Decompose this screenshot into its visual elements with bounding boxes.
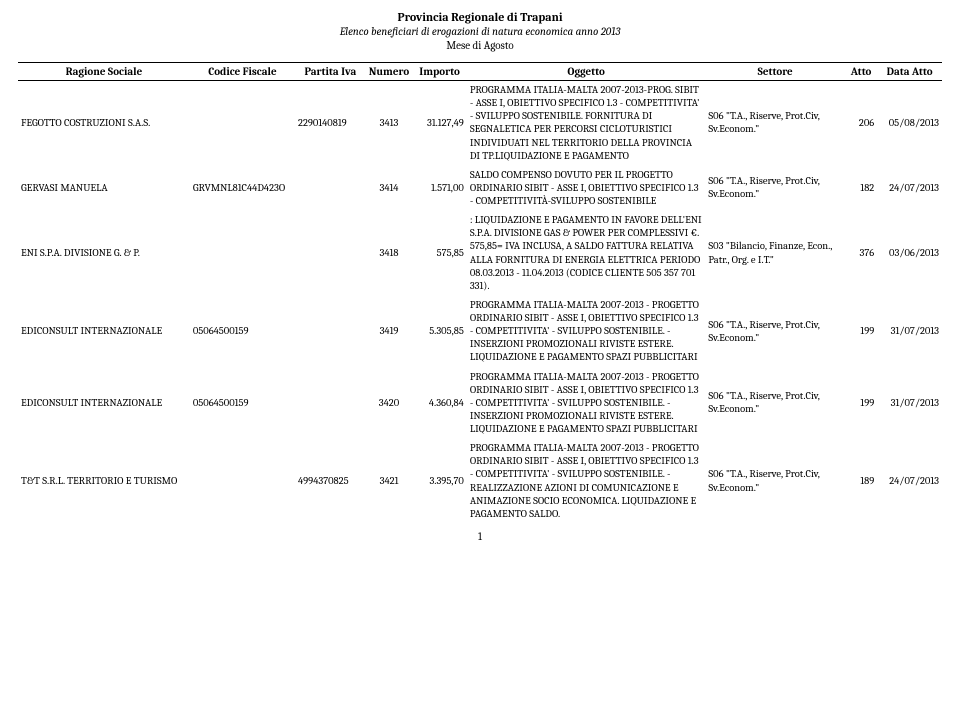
cell-codice-fiscale: 05064500159 xyxy=(190,296,295,368)
cell-partita-iva xyxy=(295,166,366,211)
cell-partita-iva: 2290140819 xyxy=(295,81,366,166)
cell-atto: 376 xyxy=(845,211,877,296)
cell-atto: 199 xyxy=(845,296,877,368)
table-row: EDICONSULT INTERNAZIONALE05064500159 3420… xyxy=(18,368,942,440)
table-row: GERVASI MANUELAGRVMNL81C44D423O 34141.571… xyxy=(18,166,942,211)
col-codice-fiscale: Codice Fiscale xyxy=(190,63,295,81)
cell-data-atto: 24/07/2013 xyxy=(877,439,942,524)
cell-importo: 4.360,84 xyxy=(412,368,467,440)
cell-settore: S06 "T.A., Riserve, Prot.Civ, Sv.Econom.… xyxy=(705,296,845,368)
cell-ragione-sociale: ENI S.P.A. DIVISIONE G. & P. xyxy=(18,211,190,296)
cell-codice-fiscale xyxy=(190,439,295,524)
cell-settore: S06 "T.A., Riserve, Prot.Civ, Sv.Econom.… xyxy=(705,166,845,211)
cell-settore: S06 "T.A., Riserve, Prot.Civ, Sv.Econom.… xyxy=(705,368,845,440)
cell-numero: 3419 xyxy=(366,296,413,368)
cell-oggetto: PROGRAMMA ITALIA-MALTA 2007-2013 - PROGE… xyxy=(467,368,706,440)
cell-atto: 182 xyxy=(845,166,877,211)
table-body: FEGOTTO COSTRUZIONI S.A.S. 22901408193413… xyxy=(18,81,942,524)
cell-atto: 199 xyxy=(845,368,877,440)
page-number: 1 xyxy=(18,530,942,543)
col-numero: Numero xyxy=(366,63,413,81)
cell-settore: S03 "Bilancio, Finanze, Econ., Patr., Or… xyxy=(705,211,845,296)
cell-oggetto: PROGRAMMA ITALIA-MALTA 2007-2013 - PROGE… xyxy=(467,439,706,524)
cell-numero: 3421 xyxy=(366,439,413,524)
col-oggetto: Oggetto xyxy=(467,63,706,81)
cell-partita-iva xyxy=(295,296,366,368)
cell-importo: 31.127,49 xyxy=(412,81,467,166)
cell-data-atto: 03/06/2013 xyxy=(877,211,942,296)
col-partita-iva: Partita Iva xyxy=(295,63,366,81)
cell-data-atto: 24/07/2013 xyxy=(877,166,942,211)
cell-atto: 206 xyxy=(845,81,877,166)
cell-partita-iva xyxy=(295,211,366,296)
table-header-row: Ragione Sociale Codice Fiscale Partita I… xyxy=(18,63,942,81)
cell-partita-iva: 4994370825 xyxy=(295,439,366,524)
col-settore: Settore xyxy=(705,63,845,81)
cell-partita-iva xyxy=(295,368,366,440)
cell-importo: 575,85 xyxy=(412,211,467,296)
col-importo: Importo xyxy=(412,63,467,81)
document-header: Provincia Regionale di Trapani Elenco be… xyxy=(18,10,942,52)
cell-ragione-sociale: GERVASI MANUELA xyxy=(18,166,190,211)
cell-numero: 3414 xyxy=(366,166,413,211)
cell-ragione-sociale: T&T S.R.L. TERRITORIO E TURISMO xyxy=(18,439,190,524)
cell-codice-fiscale: GRVMNL81C44D423O xyxy=(190,166,295,211)
cell-settore: S06 "T.A., Riserve, Prot.Civ, Sv.Econom.… xyxy=(705,81,845,166)
col-atto: Atto xyxy=(845,63,877,81)
cell-numero: 3413 xyxy=(366,81,413,166)
cell-ragione-sociale: FEGOTTO COSTRUZIONI S.A.S. xyxy=(18,81,190,166)
cell-numero: 3418 xyxy=(366,211,413,296)
cell-importo: 5.305,85 xyxy=(412,296,467,368)
cell-oggetto: PROGRAMMA ITALIA-MALTA 2007-2013 - PROGE… xyxy=(467,296,706,368)
cell-ragione-sociale: EDICONSULT INTERNAZIONALE xyxy=(18,368,190,440)
table-row: T&T S.R.L. TERRITORIO E TURISMO 499437082… xyxy=(18,439,942,524)
cell-data-atto: 05/08/2013 xyxy=(877,81,942,166)
cell-importo: 1.571,00 xyxy=(412,166,467,211)
cell-importo: 3.395,70 xyxy=(412,439,467,524)
organization-name: Provincia Regionale di Trapani xyxy=(18,10,942,24)
col-data-atto: Data Atto xyxy=(877,63,942,81)
cell-numero: 3420 xyxy=(366,368,413,440)
cell-oggetto: PROGRAMMA ITALIA-MALTA 2007-2013-PROG. S… xyxy=(467,81,706,166)
cell-codice-fiscale xyxy=(190,81,295,166)
cell-oggetto: : LIQUIDAZIONE E PAGAMENTO IN FAVORE DEL… xyxy=(467,211,706,296)
table-row: EDICONSULT INTERNAZIONALE05064500159 3419… xyxy=(18,296,942,368)
cell-codice-fiscale xyxy=(190,211,295,296)
col-ragione-sociale: Ragione Sociale xyxy=(18,63,190,81)
cell-codice-fiscale: 05064500159 xyxy=(190,368,295,440)
beneficiaries-table: Ragione Sociale Codice Fiscale Partita I… xyxy=(18,62,942,524)
cell-settore: S06 "T.A., Riserve, Prot.Civ, Sv.Econom.… xyxy=(705,439,845,524)
table-row: ENI S.P.A. DIVISIONE G. & P. 3418575,85: … xyxy=(18,211,942,296)
table-row: FEGOTTO COSTRUZIONI S.A.S. 22901408193413… xyxy=(18,81,942,166)
cell-oggetto: SALDO COMPENSO DOVUTO PER IL PROGETTO OR… xyxy=(467,166,706,211)
document-period: Mese di Agosto xyxy=(18,39,942,52)
document-title: Elenco beneficiari di erogazioni di natu… xyxy=(18,25,942,38)
cell-data-atto: 31/07/2013 xyxy=(877,368,942,440)
cell-ragione-sociale: EDICONSULT INTERNAZIONALE xyxy=(18,296,190,368)
cell-atto: 189 xyxy=(845,439,877,524)
cell-data-atto: 31/07/2013 xyxy=(877,296,942,368)
